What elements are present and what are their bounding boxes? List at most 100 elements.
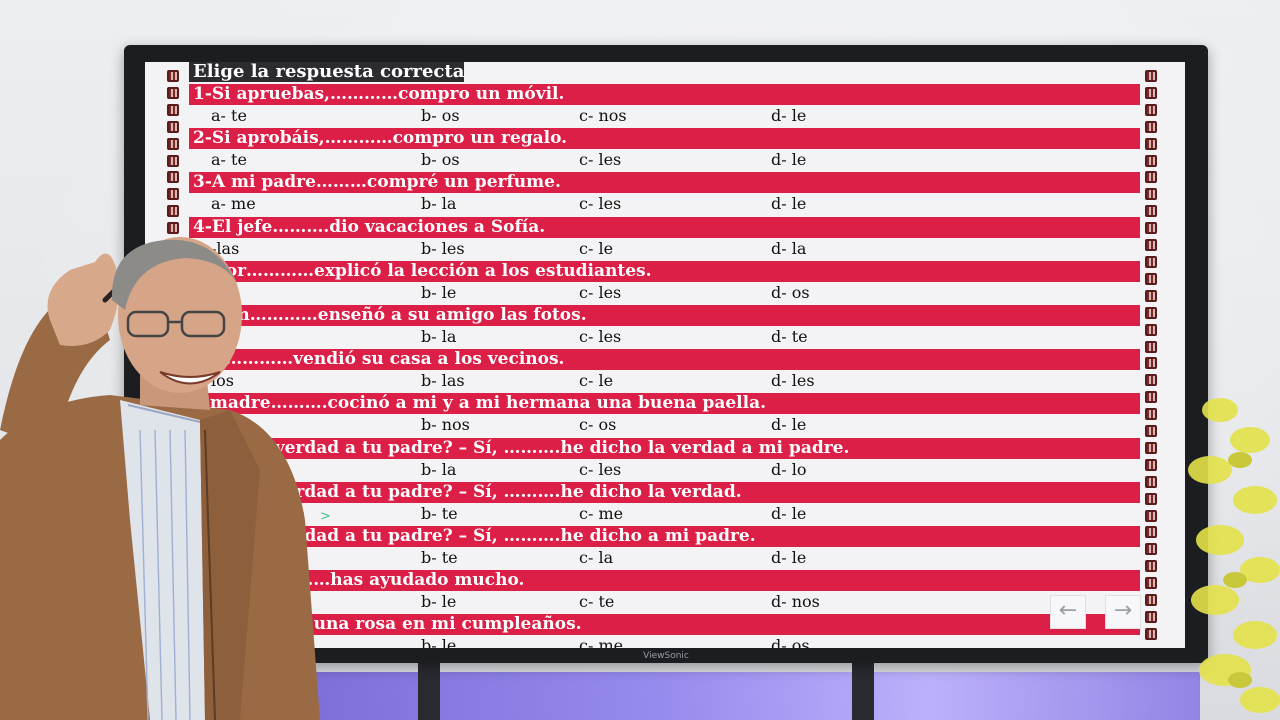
answer-option[interactable]: d- le bbox=[771, 415, 807, 435]
worksheet-title: Elige la respuesta correcta bbox=[189, 62, 464, 82]
answer-option[interactable]: a- te bbox=[211, 150, 247, 170]
answer-option[interactable]: b- les bbox=[421, 238, 465, 258]
answer-option[interactable]: d- os bbox=[771, 282, 810, 302]
worksheet-screen: Elige la respuesta correcta 1-Si aprueba… bbox=[145, 62, 1185, 648]
answer-option[interactable]: a- te bbox=[211, 106, 247, 125]
binder-ring-icon bbox=[167, 627, 179, 640]
answer-option[interactable]: d- nos bbox=[771, 592, 820, 612]
answer-option[interactable]: b- la bbox=[421, 459, 457, 479]
binder-ring-icon bbox=[167, 594, 179, 607]
binder-rings-left bbox=[167, 70, 179, 640]
binder-ring-icon bbox=[167, 272, 179, 285]
answer-option[interactable]: -las bbox=[211, 238, 240, 258]
question-bar: a madre……….cocinó a mi y a mi hermana un… bbox=[189, 393, 1140, 415]
answer-option[interactable]: b- le bbox=[421, 592, 457, 612]
answer-option[interactable]: c- les bbox=[579, 459, 622, 479]
answer-option[interactable]: e bbox=[211, 327, 221, 346]
binder-ring-icon bbox=[167, 475, 179, 488]
answer-option[interactable]: los bbox=[211, 282, 234, 302]
answer-option[interactable]: d- la bbox=[771, 238, 807, 258]
answer-option[interactable]: b- la bbox=[421, 327, 457, 346]
answer-option[interactable]: d- te bbox=[771, 327, 808, 346]
binder-ring-icon bbox=[167, 408, 179, 421]
binder-ring-icon bbox=[1145, 543, 1157, 556]
binder-ring-icon bbox=[167, 171, 179, 184]
binder-ring-icon bbox=[1145, 154, 1157, 167]
question-bar: 2-Si aprobáis,…………compro un regalo. bbox=[189, 128, 1140, 150]
answer-option[interactable]: c- le bbox=[579, 371, 614, 391]
answer-option[interactable]: c- nos bbox=[579, 106, 627, 125]
binder-ring-icon bbox=[1145, 239, 1157, 252]
question-bar: ……………dio una rosa en mi cumpleaños. bbox=[189, 614, 1140, 636]
answer-option[interactable]: d- le bbox=[771, 194, 807, 214]
close-icon[interactable]: × bbox=[295, 509, 306, 524]
binder-ring-icon bbox=[167, 374, 179, 387]
question-bar: 1-Si apruebas,…………compro un móvil. bbox=[189, 84, 1140, 105]
answer-option[interactable]: b- la bbox=[421, 194, 457, 214]
answer-option[interactable]: b- le bbox=[421, 636, 457, 648]
answer-option[interactable]: b- os bbox=[421, 106, 460, 125]
binder-ring-icon bbox=[167, 492, 179, 505]
answer-option[interactable]: c- os bbox=[579, 415, 617, 435]
binder-ring-icon bbox=[1145, 171, 1157, 184]
binder-ring-icon bbox=[167, 509, 179, 522]
answer-option[interactable]: b- las bbox=[421, 371, 465, 391]
binder-ring-icon bbox=[167, 86, 179, 99]
binder-ring-icon bbox=[1145, 475, 1157, 488]
answer-option[interactable]: c- la bbox=[579, 548, 614, 567]
binder-ring-icon bbox=[167, 70, 179, 82]
answer-option[interactable]: d- le bbox=[771, 548, 807, 567]
answer-option[interactable]: c- te bbox=[579, 592, 615, 612]
answer-option[interactable]: c- les bbox=[579, 327, 622, 346]
floor-light bbox=[300, 672, 1200, 720]
answer-option[interactable]: d- le bbox=[771, 503, 807, 523]
binder-ring-icon bbox=[167, 543, 179, 556]
answer-option[interactable]: c- me bbox=[579, 503, 624, 523]
answer-option[interactable]: b- le bbox=[421, 282, 457, 302]
question-bar: rahim…………enseñó a su amigo las fotos. bbox=[189, 305, 1140, 326]
answer-option[interactable]: d- le bbox=[771, 106, 807, 125]
binder-ring-icon bbox=[167, 425, 179, 438]
binder-ring-icon bbox=[167, 323, 179, 336]
binder-ring-icon bbox=[167, 137, 179, 150]
answer-option[interactable]: los bbox=[211, 371, 234, 391]
answer-option[interactable]: b- te bbox=[421, 503, 458, 523]
binder-ring-icon bbox=[167, 205, 179, 218]
answer-option[interactable]: b- os bbox=[421, 150, 460, 170]
binder-ring-icon bbox=[1145, 222, 1157, 235]
answer-option[interactable]: d- le bbox=[771, 150, 807, 170]
answer-option[interactable]: a- me bbox=[211, 194, 256, 214]
answer-option[interactable]: c- les bbox=[579, 150, 622, 170]
binder-ring-icon bbox=[167, 560, 179, 573]
next-page-button[interactable]: → bbox=[1105, 595, 1141, 629]
binder-ring-icon bbox=[1145, 492, 1157, 505]
question-bar: dro…………vendió su casa a los vecinos. bbox=[189, 349, 1140, 371]
question-bar: 4-El jefe……….dio vacaciones a Sofía. bbox=[189, 216, 1140, 238]
chevron-right-icon[interactable]: > bbox=[320, 509, 331, 524]
binder-ring-icon bbox=[1145, 425, 1157, 438]
binder-ring-icon bbox=[1145, 272, 1157, 285]
answer-option[interactable]: c- les bbox=[579, 282, 622, 302]
binder-ring-icon bbox=[1145, 289, 1157, 302]
answer-option[interactable]: c- me bbox=[579, 636, 624, 648]
answer-option[interactable]: d- lo bbox=[771, 459, 807, 479]
binder-ring-icon bbox=[167, 526, 179, 539]
binder-ring-icon bbox=[1145, 103, 1157, 116]
answer-option[interactable]: b- nos bbox=[421, 415, 470, 435]
binder-ring-icon bbox=[1145, 120, 1157, 133]
binder-ring-icon bbox=[1145, 255, 1157, 268]
binder-ring-icon bbox=[167, 340, 179, 353]
plant-decoration bbox=[1188, 398, 1280, 713]
answer-option[interactable]: me bbox=[211, 415, 236, 435]
answer-option[interactable]: c- le bbox=[579, 238, 614, 258]
answer-option[interactable]: b- te bbox=[421, 548, 458, 567]
answer-option[interactable]: d- os bbox=[771, 636, 810, 648]
answer-option[interactable]: d- les bbox=[771, 371, 815, 391]
binder-ring-icon bbox=[1145, 441, 1157, 454]
prev-page-button[interactable]: ← bbox=[1050, 595, 1086, 629]
mini-controls: × > bbox=[295, 509, 341, 524]
binder-ring-icon bbox=[167, 306, 179, 319]
binder-ring-icon bbox=[1145, 205, 1157, 218]
question-bar: dicho la verdad a tu padre? – Sí, ……….he… bbox=[189, 481, 1140, 503]
answer-option[interactable]: c- les bbox=[579, 194, 622, 214]
